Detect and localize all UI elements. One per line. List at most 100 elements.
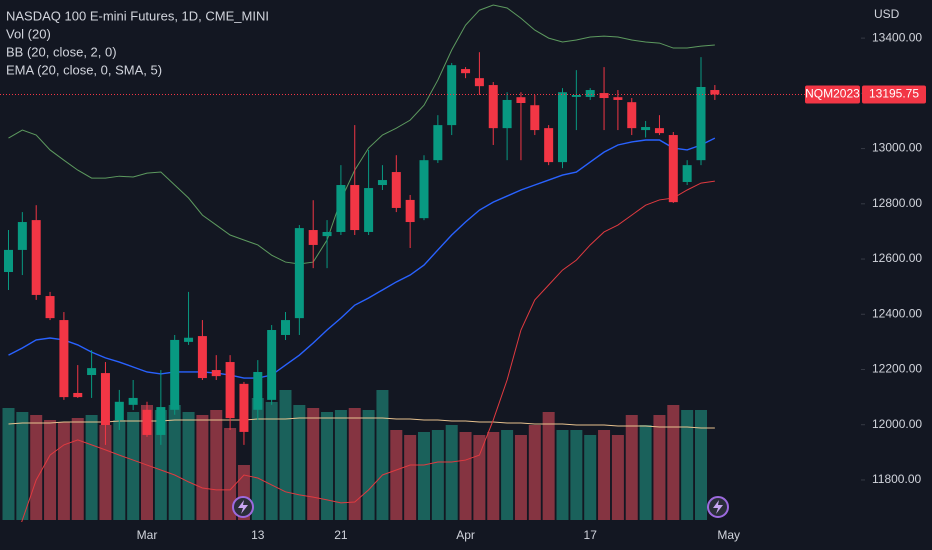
- y-tick-label: 13400.00: [872, 30, 922, 44]
- candle-body: [59, 320, 69, 398]
- candle-body: [530, 105, 540, 131]
- volume-bar: [376, 390, 389, 520]
- candle-body: [502, 99, 512, 129]
- volume-bar: [182, 412, 195, 520]
- candle-body: [170, 339, 180, 410]
- volume-bar: [459, 432, 472, 520]
- volume-bar: [528, 425, 541, 520]
- volume-bar: [667, 405, 680, 520]
- candle-body: [391, 172, 401, 208]
- y-tick-label: 12600.00: [872, 251, 922, 265]
- y-tick-label: 12200.00: [872, 362, 922, 376]
- volume-bar: [293, 405, 306, 520]
- last-price-badge: [862, 85, 926, 104]
- candles: [0, 52, 860, 445]
- volume-bar: [473, 435, 486, 520]
- last-price-label: 13195.75: [869, 87, 919, 101]
- volume-bar: [570, 430, 583, 520]
- volume-bar: [154, 410, 167, 520]
- candle-body: [31, 220, 41, 295]
- volume-bar: [210, 410, 223, 520]
- candle-body: [239, 383, 249, 432]
- volume-bar: [362, 410, 375, 520]
- volume-bar: [168, 405, 181, 520]
- volume-bar: [418, 432, 430, 520]
- candle-body: [654, 128, 664, 134]
- volume-bar: [321, 412, 334, 520]
- candle-body: [516, 97, 526, 104]
- candle-body: [87, 368, 97, 376]
- symbol-badge: [805, 85, 860, 104]
- candle-body: [599, 93, 609, 99]
- volume-bar: [85, 415, 98, 520]
- y-tick-label: 11800.00: [872, 472, 921, 486]
- candle-body: [710, 90, 720, 95]
- volume-bar: [404, 435, 417, 520]
- volume-bar: [695, 410, 707, 520]
- volume-bar: [224, 428, 237, 520]
- candle-body: [267, 330, 277, 400]
- candle-body: [184, 337, 194, 342]
- candle-body: [433, 125, 443, 161]
- volume-ma-line: [8, 417, 715, 429]
- volume-bar: [598, 430, 611, 520]
- candle-body: [4, 249, 13, 273]
- legend-bb[interactable]: BB (20, close, 2, 0): [6, 44, 117, 59]
- volume-bar: [44, 420, 57, 520]
- candle-body: [696, 86, 706, 161]
- volume-bar: [431, 430, 444, 520]
- candle-body: [100, 373, 110, 426]
- bb-upper-line: [8, 4, 715, 265]
- candle-body: [419, 160, 429, 219]
- candle-body: [197, 336, 207, 379]
- candle-body: [558, 92, 567, 163]
- candle-body: [668, 135, 678, 203]
- volume-bar: [196, 415, 209, 520]
- candle-body: [571, 94, 581, 97]
- candle-body: [322, 231, 332, 237]
- x-tick-label: 17: [584, 528, 598, 542]
- volume-bar: [501, 430, 514, 520]
- candle-body: [585, 90, 595, 97]
- y-tick-label: 12400.00: [872, 306, 922, 320]
- legend-volume[interactable]: Vol (20): [6, 26, 51, 41]
- volume-bar: [445, 425, 458, 520]
- candle-body: [114, 401, 124, 421]
- volume-bar: [265, 402, 278, 520]
- volume-bar: [279, 390, 292, 520]
- candle-body: [377, 180, 387, 186]
- volume-pane: [2, 390, 715, 520]
- currency-label: USD: [874, 7, 900, 21]
- legend-ema[interactable]: EMA (20, close, 0, SMA, 5): [6, 62, 162, 77]
- volume-bar: [127, 412, 140, 520]
- x-tick-label: Apr: [456, 528, 475, 542]
- volume-bar: [16, 412, 29, 520]
- volume-bar: [307, 408, 320, 520]
- event-icon[interactable]: [232, 496, 254, 518]
- candle-body: [641, 127, 651, 131]
- candle-body: [281, 320, 290, 335]
- candle-body: [17, 222, 27, 250]
- event-icon[interactable]: [707, 496, 729, 518]
- volume-bar: [556, 430, 569, 520]
- x-tick-label: Mar: [137, 528, 158, 542]
- volume-bar: [681, 410, 694, 520]
- candle-body: [364, 188, 374, 232]
- volume-bar: [2, 408, 15, 520]
- x-tick-label: 21: [334, 528, 348, 542]
- volume-bar: [611, 435, 624, 520]
- candle-body: [488, 85, 498, 129]
- candle-body: [613, 97, 623, 100]
- volume-bar: [390, 430, 403, 520]
- volume-bar: [57, 422, 70, 520]
- candle-body: [474, 78, 484, 87]
- volume-bar: [71, 418, 84, 520]
- candle-body: [211, 370, 221, 377]
- candle-body: [405, 199, 415, 223]
- volume-bar: [334, 410, 347, 520]
- volume-bar: [113, 420, 126, 520]
- volume-bar: [653, 415, 666, 520]
- y-tick-label: 12000.00: [872, 417, 922, 431]
